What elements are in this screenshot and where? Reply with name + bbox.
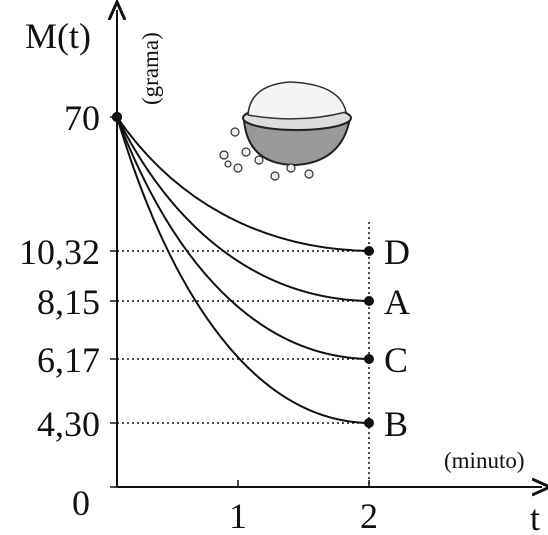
x-unit: (minuto): [444, 448, 525, 473]
bowl-illustration: [219, 81, 352, 181]
y-tick-label: 4,30: [37, 404, 100, 444]
start-point: [112, 112, 122, 122]
end-point: [364, 354, 374, 364]
y-tick-label: 70: [64, 98, 100, 138]
end-point: [364, 418, 374, 428]
series-label: C: [384, 340, 408, 380]
end-point: [364, 246, 374, 256]
y-tick-label: 6,17: [37, 340, 100, 380]
series-label: A: [384, 282, 410, 322]
y-tick-label: 10,32: [19, 232, 100, 272]
x-label: t: [530, 498, 540, 535]
series-label: D: [384, 232, 410, 272]
y-label: M(t): [25, 16, 91, 56]
y-tick-label: 0: [72, 483, 90, 523]
curve: [116, 116, 370, 360]
curve: [116, 116, 370, 252]
y-tick-label: 8,15: [37, 282, 100, 322]
curve: [116, 116, 370, 302]
series-label: B: [384, 404, 408, 444]
x-tick-label: 1: [229, 496, 247, 535]
y-unit: (grama): [138, 32, 163, 105]
end-point: [364, 296, 374, 306]
x-tick-label: 2: [360, 496, 378, 535]
curve: [116, 116, 370, 424]
